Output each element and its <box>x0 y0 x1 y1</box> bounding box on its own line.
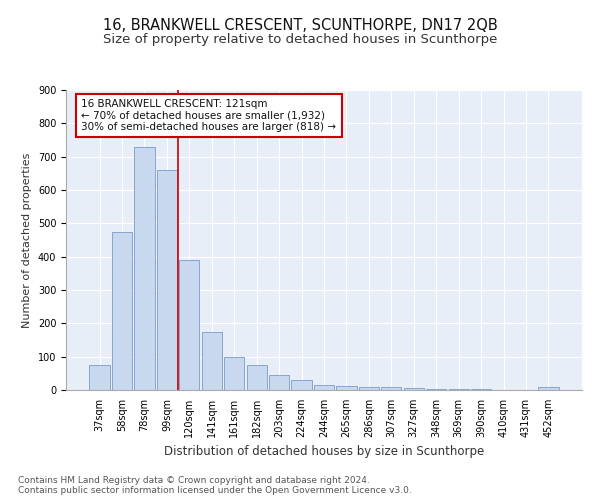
Bar <box>157 170 177 390</box>
Bar <box>112 232 132 390</box>
Bar <box>538 388 559 390</box>
Bar <box>202 332 222 390</box>
Bar <box>449 389 469 390</box>
Bar <box>179 260 199 390</box>
Text: 16 BRANKWELL CRESCENT: 121sqm
← 70% of detached houses are smaller (1,932)
30% o: 16 BRANKWELL CRESCENT: 121sqm ← 70% of d… <box>82 99 337 132</box>
Bar <box>314 385 334 390</box>
Text: 16, BRANKWELL CRESCENT, SCUNTHORPE, DN17 2QB: 16, BRANKWELL CRESCENT, SCUNTHORPE, DN17… <box>103 18 497 32</box>
Text: Contains HM Land Registry data © Crown copyright and database right 2024.
Contai: Contains HM Land Registry data © Crown c… <box>18 476 412 495</box>
Bar <box>224 356 244 390</box>
Bar <box>269 375 289 390</box>
Bar <box>89 365 110 390</box>
Bar <box>381 388 401 390</box>
Bar <box>247 365 267 390</box>
Bar <box>426 388 446 390</box>
X-axis label: Distribution of detached houses by size in Scunthorpe: Distribution of detached houses by size … <box>164 446 484 458</box>
Bar <box>292 380 311 390</box>
Bar <box>337 386 356 390</box>
Bar <box>404 388 424 390</box>
Y-axis label: Number of detached properties: Number of detached properties <box>22 152 32 328</box>
Bar <box>359 386 379 390</box>
Text: Size of property relative to detached houses in Scunthorpe: Size of property relative to detached ho… <box>103 32 497 46</box>
Bar <box>134 146 155 390</box>
